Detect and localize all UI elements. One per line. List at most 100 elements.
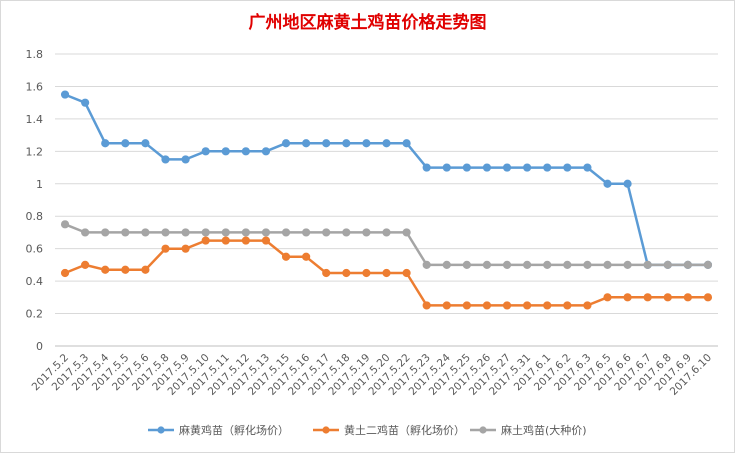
y-tick-label: 0.4 xyxy=(26,275,44,288)
series-2-point xyxy=(342,268,351,278)
series-1-point xyxy=(101,139,110,148)
legend-marker xyxy=(322,426,330,434)
series-2-point xyxy=(81,260,90,269)
chart-title: 广州地区麻黄土鸡苗价格走势图 xyxy=(248,13,487,33)
series-3-point xyxy=(322,228,331,237)
series-3-point xyxy=(623,260,632,269)
series-line-1 xyxy=(64,93,708,267)
series-3-point xyxy=(543,260,552,269)
series-2-point xyxy=(281,252,291,261)
legend-label: 黄土二鸡苗（孵化场价） xyxy=(344,423,465,437)
series-3-point xyxy=(482,260,492,269)
series-2-point xyxy=(261,236,271,245)
series-1-point xyxy=(181,155,190,164)
series-3-point xyxy=(221,228,230,237)
series-1-point xyxy=(362,139,371,148)
series-3-point xyxy=(422,260,431,269)
legend-marker xyxy=(157,426,165,434)
series-1-point xyxy=(81,98,90,107)
series-2-point xyxy=(161,244,170,253)
series-2-point xyxy=(482,301,492,310)
series-3-point xyxy=(181,228,190,237)
series-2-point xyxy=(141,265,150,274)
series-1-point xyxy=(261,147,271,156)
series-3-point xyxy=(683,260,692,269)
series-1-point xyxy=(603,179,612,188)
series-1-point xyxy=(583,163,592,172)
series-2-point xyxy=(322,268,331,278)
series xyxy=(60,90,713,310)
series-3-point xyxy=(281,228,291,237)
series-1-point xyxy=(322,139,331,148)
series-1-point xyxy=(281,139,291,148)
y-tick-label: 0 xyxy=(36,340,43,353)
series-1-point xyxy=(502,163,512,172)
series-1-point xyxy=(241,147,250,156)
series-3-point xyxy=(201,228,210,237)
series-2-point xyxy=(603,293,612,302)
series-2-point xyxy=(623,293,632,302)
series-1-point xyxy=(141,139,150,148)
series-1-point xyxy=(121,139,130,148)
series-2-point xyxy=(462,301,471,310)
series-2-point xyxy=(362,268,371,278)
series-2-point xyxy=(543,301,552,310)
series-2-point xyxy=(502,301,512,310)
series-3-point xyxy=(442,260,451,269)
series-3-point xyxy=(241,228,250,237)
series-1-point xyxy=(442,163,451,172)
y-tick-label: 1 xyxy=(36,178,43,191)
series-2-point xyxy=(121,265,130,274)
series-3-point xyxy=(703,260,713,269)
series-3-point xyxy=(643,260,652,269)
y-tick-label: 0.6 xyxy=(26,243,44,256)
series-3-point xyxy=(583,260,592,269)
series-2-point xyxy=(703,293,713,302)
series-3-point xyxy=(382,228,391,237)
series-3-point xyxy=(81,228,90,237)
series-2-point xyxy=(422,301,431,310)
series-2-point xyxy=(683,293,692,302)
series-2-point xyxy=(583,301,592,310)
series-3-point xyxy=(523,260,532,269)
legend-marker xyxy=(479,426,487,434)
legend-label: 麻黄鸡苗（孵化场价） xyxy=(179,423,289,437)
series-1-point xyxy=(342,139,351,148)
series-2-point xyxy=(402,268,411,278)
series-2-point xyxy=(523,301,532,310)
series-1-point xyxy=(482,163,492,172)
series-3-point xyxy=(502,260,512,269)
series-3-point xyxy=(302,228,311,237)
y-tick-label: 1.2 xyxy=(26,145,44,158)
y-axis-ticks: 0 0.2 0.4 0.6 0.8 1 1.2 1.4 1.6 1.8 xyxy=(26,48,44,353)
x-axis-ticks: 2017.5.22017.5.32017.5.42017.5.52017.5.6… xyxy=(30,351,714,398)
legend: 麻黄鸡苗（孵化场价） 黄土二鸡苗（孵化场价） 麻土鸡苗(大种价) xyxy=(148,423,587,437)
series-1-point xyxy=(161,155,170,164)
series-2-point xyxy=(302,252,311,261)
series-3-point xyxy=(462,260,471,269)
y-tick-label: 1.8 xyxy=(26,48,44,61)
y-tick-label: 1.6 xyxy=(26,80,44,93)
series-3-point xyxy=(261,228,271,237)
series-1-point xyxy=(402,139,411,148)
series-3-point xyxy=(663,260,672,269)
y-tick-label: 0.2 xyxy=(26,308,44,321)
series-2-point xyxy=(442,301,451,310)
series-2-point xyxy=(60,268,70,278)
series-3-point xyxy=(563,260,572,269)
series-2-point xyxy=(201,236,210,245)
series-1-point xyxy=(422,163,431,172)
gridlines xyxy=(55,53,718,347)
series-1-point xyxy=(543,163,552,172)
series-1-point xyxy=(60,90,70,99)
series-3-point xyxy=(402,228,411,237)
series-3-point xyxy=(141,228,150,237)
series-1-point xyxy=(523,163,532,172)
series-2-point xyxy=(663,293,672,302)
legend-label: 麻土鸡苗(大种价) xyxy=(501,423,587,437)
series-1-point xyxy=(382,139,391,148)
series-3-point xyxy=(60,220,70,229)
series-2-point xyxy=(241,236,250,245)
series-1-point xyxy=(462,163,471,172)
